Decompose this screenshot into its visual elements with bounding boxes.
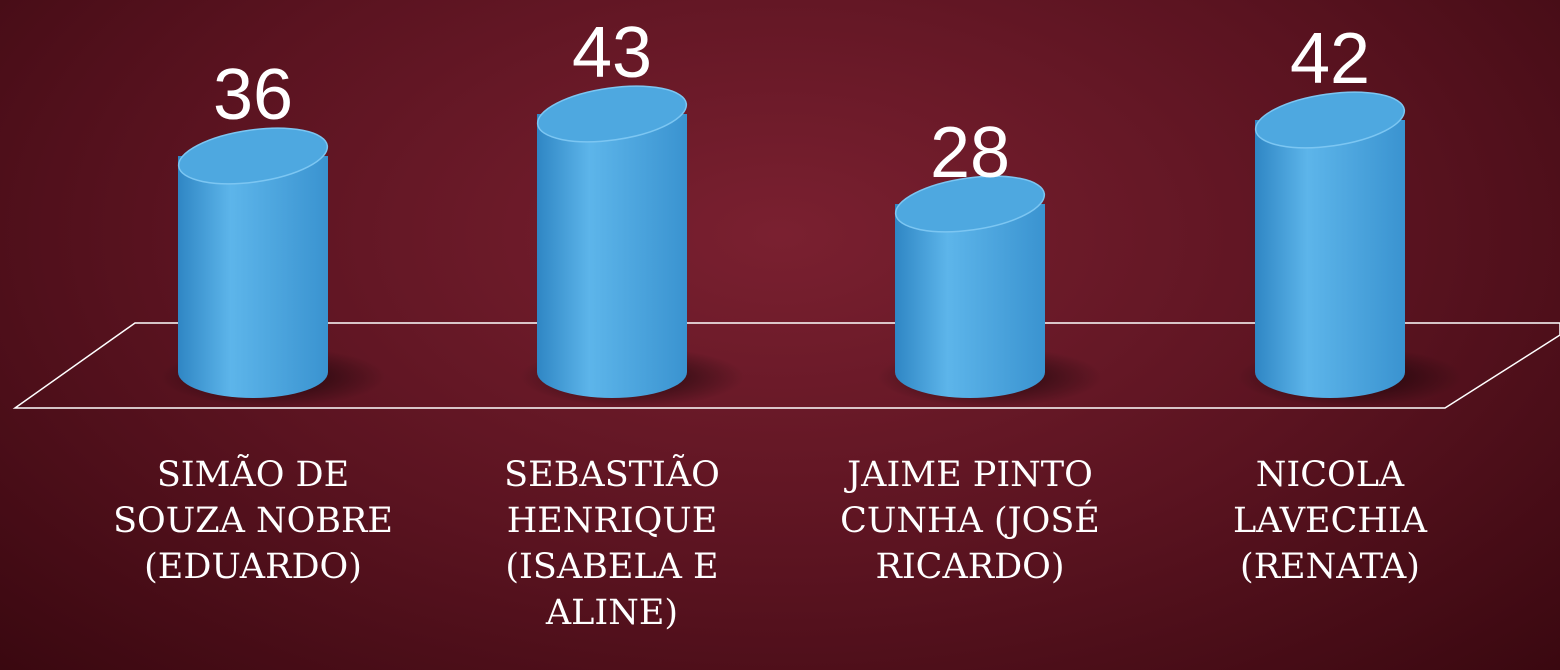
value-label: 36 (213, 55, 293, 135)
cylinder (537, 114, 687, 398)
category-label: NICOLA LAVECHIA (RENATA) (1232, 455, 1427, 587)
category-label: SIMÃO DE SOUZA NOBRE (EDUARDO) (113, 455, 393, 587)
cylinder (178, 156, 328, 398)
cylinder-top (894, 175, 1046, 233)
cylinder (1255, 120, 1405, 398)
category-label: JAIME PINTO CUNHA (JOSÉ RICARDO) (840, 455, 1100, 587)
value-label: 43 (572, 13, 652, 93)
cylinder-top (536, 85, 688, 143)
cylinder-top (1254, 91, 1406, 149)
category-label: SEBASTIÃO HENRIQUE (ISABELA E ALINE) (504, 455, 720, 633)
value-label: 28 (930, 113, 1010, 193)
cylinder (895, 204, 1045, 398)
cylinder-top (177, 127, 329, 185)
value-label: 42 (1290, 19, 1370, 99)
